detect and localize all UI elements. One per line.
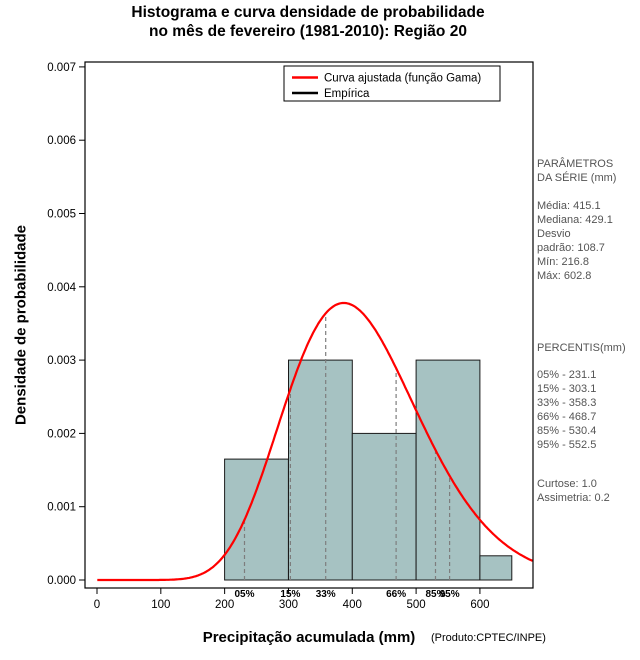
histogram-bar: [479, 555, 513, 581]
x-tick-label: 300: [279, 599, 298, 611]
gamma-curve: [97, 301, 534, 582]
side-panel-line: Média: 415.1: [537, 200, 601, 212]
chart-title-line1: Histograma e curva densidade de probabil…: [131, 4, 485, 21]
side-panel-extra-stats: Curtose: 1.0 Assimetria: 0.2: [537, 477, 640, 505]
histogram-bar: [415, 359, 481, 581]
x-tick-label: 600: [470, 599, 489, 611]
side-panel-line: 85% - 530.4: [537, 425, 597, 437]
percentile-lines: 05% 15% 33% 66% 85%95%: [234, 313, 460, 600]
percentile-label: 15%: [280, 589, 300, 600]
side-panel-line: Mediana: 429.1: [537, 214, 613, 226]
product-credit: (Produto:CPTEC/INPE): [431, 632, 546, 644]
x-tick-label: 200: [215, 599, 234, 611]
side-panel-line: Assimetria: 0.2: [537, 492, 610, 504]
y-tick-label: 0.004: [47, 282, 76, 294]
side-panel-line: 33% - 358.3: [537, 397, 597, 409]
x-tick-label: 400: [343, 599, 362, 611]
side-panel-line: DA SÉRIE (mm): [537, 172, 617, 184]
side-panel-line: 66% - 468.7: [537, 411, 597, 423]
y-axis-label: Densidade de probabilidade: [12, 224, 30, 426]
histogram-bars: [224, 359, 513, 581]
side-panel-line: 95% - 552.5: [537, 439, 597, 451]
histogram-bar: [351, 432, 417, 581]
y-tick-label: 0.005: [47, 209, 76, 221]
side-panel-line: padrão: 108.7: [537, 242, 605, 254]
side-panel-line: 05% - 231.1: [537, 369, 597, 381]
x-tick-label: 0: [94, 599, 100, 611]
percentile-label: 95%: [440, 589, 460, 600]
side-panel-line: Curtose: 1.0: [537, 478, 597, 490]
x-tick-label: 100: [151, 599, 170, 611]
x-tick-label: 500: [407, 599, 426, 611]
y-tick-label: 0.006: [47, 135, 76, 147]
y-tick-label: 0.001: [47, 502, 76, 514]
legend-label: Curva ajustada (função Gama): [324, 73, 481, 85]
legend-label: Empírica: [324, 88, 370, 100]
percentile-label: 33%: [316, 589, 336, 600]
plot-frame: [84, 61, 534, 589]
histogram-bar: [224, 458, 289, 581]
percentile-label: 66%: [386, 589, 406, 600]
chart-title-line2: no mês de fevereiro (1981-2010): Região …: [149, 23, 467, 40]
legend: Curva ajustada (função Gama) Empírica: [283, 65, 501, 102]
axes: 0 100 200 300 400 500 600 0.000 0.001 0.002 0.003 0…: [47, 62, 489, 611]
y-tick-label: 0.007: [47, 62, 76, 74]
percentile-label: 05%: [234, 589, 254, 600]
side-panel-percentis-title: PERCENTIS(mm): [537, 342, 626, 354]
side-panel-parameters-title: PARÂMETROS DA SÉRIE (mm): [537, 157, 640, 185]
y-tick-label: 0.003: [47, 355, 76, 367]
side-panel-line: Máx: 602.8: [537, 270, 592, 282]
side-panel-line: Desvio: [537, 228, 571, 240]
side-panel-line: PARÂMETROS: [537, 158, 614, 170]
histogram-bar: [288, 359, 353, 581]
percentile-label: 85%: [425, 589, 445, 600]
side-panel-line: 15% - 303.1: [537, 383, 597, 395]
side-panel-parameters-values: Média: 415.1 Mediana: 429.1 Desvio padrão: …: [537, 199, 640, 283]
x-axis-label: Precipitação acumulada (mm): [202, 629, 416, 646]
y-tick-label: 0.000: [47, 575, 76, 587]
side-panel-line: Mín: 216.8: [537, 256, 589, 268]
y-tick-label: 0.002: [47, 428, 76, 440]
side-panel-percentis-values: 05% - 231.1 15% - 303.1 33% - 358.3 66% - 4…: [537, 368, 640, 452]
legend-box: [283, 65, 501, 102]
